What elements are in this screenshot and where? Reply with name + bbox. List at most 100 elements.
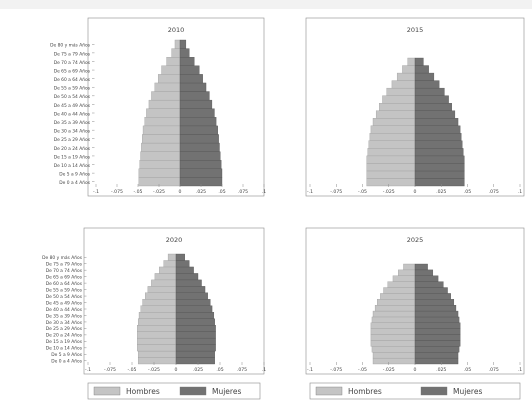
legend-box: [309, 382, 521, 400]
bar-mujeres: [179, 160, 222, 169]
bar-mujeres: [414, 133, 462, 141]
bar-hombres: [159, 266, 177, 274]
bar-hombres: [138, 312, 177, 319]
bar-mujeres: [414, 310, 459, 318]
legend-box: [87, 382, 261, 400]
legend-label-hombres: Hombres: [126, 387, 160, 396]
category-label: De 5 a 9 Años: [59, 172, 90, 178]
legend-swatch-mujeres: [179, 386, 207, 396]
bar-hombres: [392, 275, 416, 282]
legend-label-hombres: Hombres: [348, 387, 382, 396]
bar-mujeres: [175, 253, 185, 261]
bar-mujeres: [414, 263, 428, 271]
x-tick-label: .075: [238, 189, 248, 195]
panel-title: 2015: [407, 26, 424, 34]
panel-frame: [87, 17, 265, 197]
x-tick-label: -.05: [134, 189, 143, 195]
bar-mujeres: [414, 125, 461, 134]
bar-mujeres: [414, 65, 429, 74]
bar-hombres: [403, 263, 416, 271]
category-label: De 80 y más Años: [42, 254, 83, 261]
bar-mujeres: [414, 118, 459, 126]
bar-hombres: [171, 48, 181, 58]
bar-mujeres: [414, 110, 456, 119]
bar-mujeres: [175, 260, 190, 268]
bar-hombres: [163, 260, 177, 268]
bar-hombres: [366, 178, 416, 187]
x-tick-label: .05: [218, 189, 225, 195]
bar-hombres: [139, 160, 181, 169]
bar-mujeres: [175, 299, 211, 306]
bar-mujeres: [175, 286, 206, 293]
x-tick-label: -.05: [358, 189, 367, 195]
category-label: De 50 a 54 Años: [46, 294, 83, 300]
bar-mujeres: [179, 142, 220, 152]
bar-hombres: [375, 110, 416, 119]
bar-hombres: [157, 74, 181, 84]
bar-mujeres: [175, 331, 216, 339]
panel-frame: [305, 227, 525, 375]
bar-hombres: [174, 39, 181, 49]
bar-mujeres: [179, 151, 221, 161]
bar-mujeres: [414, 305, 457, 312]
bar-mujeres: [414, 281, 444, 288]
bar-mujeres: [179, 74, 203, 84]
category-label: De 55 a 59 Años: [46, 287, 83, 293]
bar-mujeres: [414, 57, 424, 66]
bar-mujeres: [414, 299, 455, 306]
category-label: De 70 a 74 Años: [54, 60, 91, 66]
bar-hombres: [396, 72, 416, 81]
bar-mujeres: [175, 337, 216, 345]
category-label: De 80 y más Años: [50, 42, 91, 49]
bar-hombres: [370, 340, 416, 347]
bar-hombres: [138, 177, 181, 187]
x-tick-label: .1: [262, 189, 266, 195]
category-label: De 20 a 24 Años: [46, 333, 83, 339]
bar-hombres: [386, 87, 416, 96]
panel-title: 2010: [168, 26, 185, 34]
bar-mujeres: [179, 125, 218, 135]
bar-hombres: [137, 325, 177, 332]
pyramid-panel-2015: 2015 -.1 -.075 -.05 -.025 0 .025 .05 .075 .1: [305, 17, 525, 197]
bar-hombres: [366, 155, 416, 164]
bar-mujeres: [179, 57, 195, 66]
bar-hombres: [370, 334, 416, 341]
category-label: De 15 a 19 Años: [54, 154, 91, 160]
x-tick-label: .025: [193, 367, 203, 373]
legend-label-mujeres: Mujeres: [453, 387, 482, 396]
bar-mujeres: [179, 99, 213, 109]
x-tick-label: .025: [436, 189, 446, 195]
bar-mujeres: [175, 305, 213, 313]
category-label: De 25 a 29 Años: [54, 137, 91, 143]
bar-mujeres: [414, 275, 439, 282]
category-label: De 30 a 34 Años: [54, 129, 91, 135]
bar-mujeres: [179, 108, 215, 118]
panel-title: 2020: [166, 236, 183, 244]
category-label: De 35 a 39 Años: [46, 313, 83, 319]
x-tick-label: .1: [262, 367, 266, 373]
x-tick-label: .05: [464, 367, 471, 373]
bar-hombres: [383, 287, 416, 294]
x-tick-label: .05: [464, 189, 471, 195]
x-tick-label: .1: [518, 189, 522, 195]
category-label: De 75 a 79 Años: [54, 51, 91, 57]
category-label: De 5 a 9 Años: [51, 352, 82, 358]
x-tick-label: -.025: [383, 367, 395, 373]
legend-swatch-hombres: [93, 386, 121, 396]
bar-hombres: [167, 253, 177, 261]
bar-hombres: [147, 286, 177, 293]
bar-hombres: [391, 80, 416, 89]
category-label: De 65 a 69 Años: [46, 274, 83, 280]
panel-frame: [305, 17, 525, 197]
bar-hombres: [142, 299, 177, 306]
bar-hombres: [151, 279, 177, 287]
category-label: De 50 a 54 Años: [54, 94, 91, 100]
bar-mujeres: [414, 87, 445, 96]
bar-mujeres: [414, 328, 461, 335]
bar-hombres: [370, 322, 416, 329]
legend-label-mujeres: Mujeres: [212, 387, 241, 396]
category-label: De 55 a 59 Años: [54, 86, 91, 92]
bar-hombres: [144, 117, 181, 127]
category-label: De 30 a 34 Años: [46, 320, 83, 326]
category-label: De 60 a 64 Años: [46, 281, 83, 287]
